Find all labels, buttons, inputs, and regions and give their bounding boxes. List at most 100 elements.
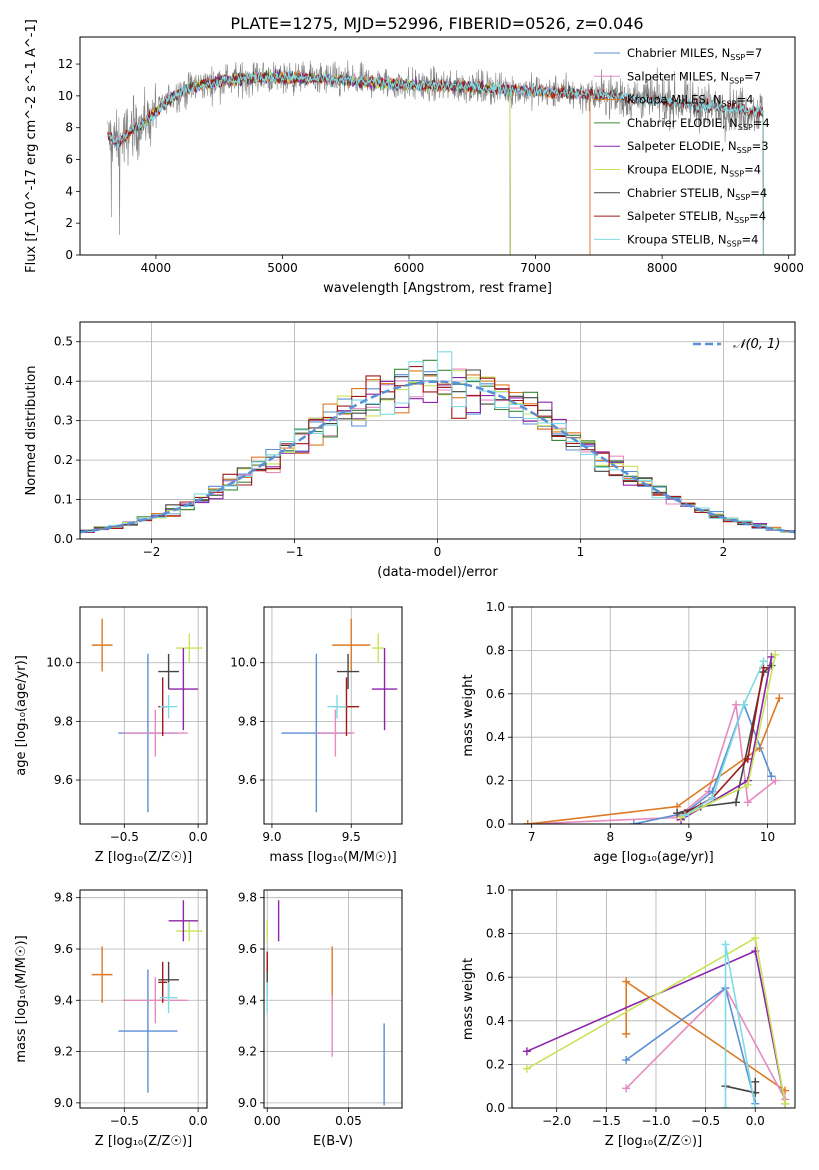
- weight-marker-salpeter_miles: [771, 776, 780, 785]
- x-axis-label: Z [log₁₀(Z/Z☉)]: [605, 1134, 702, 1149]
- errorbar-chabrier_stelib: [158, 653, 179, 690]
- y-axis-label: age [log₁₀(age/yr)]: [14, 655, 29, 776]
- figure-title: PLATE=1275, MJD=52996, FIBERID=0526, z=0…: [230, 14, 643, 33]
- weight-marker-chabrier_stelib: [767, 661, 776, 670]
- x-tick-label: 2: [720, 545, 728, 559]
- x-tick-label: −1.5: [592, 1114, 621, 1128]
- x-axis-label: age [log₁₀(age/yr)]: [593, 850, 714, 865]
- legend-text: Salpeter MILES, N: [627, 69, 729, 83]
- legend-suffix: =4: [737, 93, 754, 107]
- weight-marker-kroupa_elodie: [522, 1064, 531, 1073]
- legend-label-salpeter_miles: Salpeter MILES, NSSP=7: [627, 69, 761, 85]
- spectrum-panel: 4000 5000 6000 7000 8000 9000 0 2 4 6 8 10 12 wavelen…: [24, 19, 804, 296]
- weight-line-salpeter_stelib: [684, 667, 765, 814]
- mass-vs-metallicity-panel: −0.5 0.0 9.0 9.2 9.4 9.6 9.8 Z [log₁₀(Z/Z☉)] mas…: [14, 889, 208, 1149]
- y-tick-label: 9.6: [238, 773, 257, 787]
- weight-line-salpeter_miles: [527, 704, 776, 824]
- weight-marker-kroupa_stelib: [680, 811, 689, 820]
- axes-frame: [511, 889, 796, 1109]
- weight-marker-chabrier_miles: [622, 1056, 631, 1065]
- legend-text: Chabrier MILES, N: [627, 46, 730, 60]
- errorbar-salpeter_stelib: [158, 961, 168, 1003]
- errorbar-kroupa_stelib: [159, 694, 178, 719]
- x-tick-label: −1.0: [641, 1114, 670, 1128]
- errorbar-salpeter_miles: [316, 709, 355, 757]
- mass-weight-vs-metallicity-panel: −2.0 −1.5 −1.0 −0.5 0.0 0.0 0.2 0.4 0.6 0.8 1.0 Z […: [461, 883, 796, 1149]
- weight-marker-chabrier_stelib: [751, 1077, 760, 1086]
- errorbar-salpeter_elodie: [168, 648, 199, 731]
- axes-frame: [263, 606, 403, 825]
- weight-marker-kroupa_stelib: [708, 793, 717, 802]
- errorbar-salpeter_elodie: [371, 648, 398, 731]
- x-tick-label: 9.5: [342, 830, 361, 844]
- x-tick-label: 8: [606, 830, 614, 844]
- y-axis-label: mass weight: [461, 958, 476, 1040]
- age-vs-mass-panel: 9.0 9.5 9.6 9.8 10.0 mass [log₁₀(M/M☉)]: [230, 606, 403, 865]
- y-tick-label: 9.4: [238, 993, 257, 1007]
- errorbar-salpeter_elodie: [168, 900, 199, 942]
- histogram-kroupa_stelib: [80, 351, 795, 533]
- mass-weight-vs-age-panel: 7 8 9 10 0.0 0.2 0.4 0.6 0.8 1.0 age [log₁₀(age/yr…: [461, 600, 796, 865]
- y-tick-label: 0.8: [486, 643, 505, 657]
- x-tick-label: 6000: [394, 261, 425, 275]
- errorbar-chabrier_stelib: [336, 653, 360, 690]
- legend-suffix: =4: [742, 232, 759, 246]
- x-tick-label: 4000: [141, 261, 172, 275]
- y-tick-label: 0.4: [54, 374, 73, 388]
- legend-label-salpeter_stelib: Salpeter STELIB, NSSP=4: [627, 209, 766, 225]
- x-tick-label: 9000: [773, 261, 804, 275]
- errorbar-chabrier_miles: [118, 969, 178, 1093]
- legend-label-chabrier_stelib: Chabrier STELIB, NSSP=4: [627, 186, 767, 202]
- weight-marker-salpeter_miles: [622, 1084, 631, 1093]
- y-tick-label: 0: [65, 248, 73, 262]
- weight-marker-chabrier_miles: [767, 772, 776, 781]
- weight-marker-salpeter_elodie: [522, 1047, 531, 1056]
- errorbar-kroupa_stelib: [327, 694, 347, 719]
- x-tick-label: −0.5: [691, 1114, 720, 1128]
- legend-text: Salpeter ELODIE, N: [627, 139, 737, 153]
- legend-suffix: =7: [744, 69, 761, 83]
- y-tick-label: 12: [58, 57, 73, 71]
- x-tick-label: 9.0: [262, 830, 281, 844]
- legend-text: Kroupa STELIB, N: [627, 232, 727, 246]
- legend-subscript: SSP: [734, 216, 749, 225]
- y-tick-label: 0.2: [486, 1057, 505, 1071]
- legend-suffix: =4: [753, 116, 770, 130]
- legend-subscript: SSP: [735, 193, 750, 202]
- y-tick-label: 9.4: [54, 993, 73, 1007]
- y-tick-label: 6: [65, 153, 73, 167]
- axes-frame: [263, 889, 403, 1109]
- x-axis-label: Z [log₁₀(Z/Z☉)]: [95, 850, 192, 865]
- x-tick-label: 10: [760, 830, 775, 844]
- y-tick-label: 9.6: [54, 942, 73, 956]
- weight-marker-kroupa_miles: [622, 1029, 631, 1038]
- x-axis-label: mass [log₁₀(M/M☉)]: [269, 850, 396, 865]
- y-tick-label: 9.8: [54, 891, 73, 905]
- y-tick-label: 10.0: [230, 656, 257, 670]
- weight-marker-kroupa_miles: [775, 694, 784, 703]
- y-tick-label: 9.6: [238, 942, 257, 956]
- errorbar-kroupa_elodie: [371, 633, 385, 663]
- weight-marker-kroupa_stelib: [759, 657, 768, 666]
- y-tick-label: 0.2: [54, 453, 73, 467]
- y-tick-label: 0.6: [486, 970, 505, 984]
- y-tick-label: 0.2: [486, 774, 505, 788]
- y-axis-label: mass weight: [461, 674, 476, 756]
- weight-marker-kroupa_elodie: [771, 650, 780, 659]
- y-tick-label: 2: [65, 216, 73, 230]
- legend-text: Chabrier STELIB, N: [627, 186, 735, 200]
- legend-subscript: SSP: [727, 239, 742, 248]
- y-tick-label: 9.8: [238, 891, 257, 905]
- y-tick-label: 8: [65, 121, 73, 135]
- x-tick-label: 7: [528, 830, 536, 844]
- model-spectrum-kroupa_elodie: [142, 70, 511, 255]
- y-tick-label: 1.0: [486, 883, 505, 897]
- x-tick-label: 5000: [267, 261, 298, 275]
- weight-marker-kroupa_miles: [523, 820, 532, 824]
- y-axis-label: Normed distribution: [24, 366, 39, 496]
- residual-histogram-panel: −2 −1 0 1 2 0.0 0.1 0.2 0.3 0.4 0.5 (data-model)/er…: [24, 321, 796, 580]
- x-tick-label: 9: [685, 830, 693, 844]
- x-axis-label: Z [log₁₀(Z/Z☉)]: [95, 1134, 192, 1149]
- x-tick-label: 8000: [647, 261, 678, 275]
